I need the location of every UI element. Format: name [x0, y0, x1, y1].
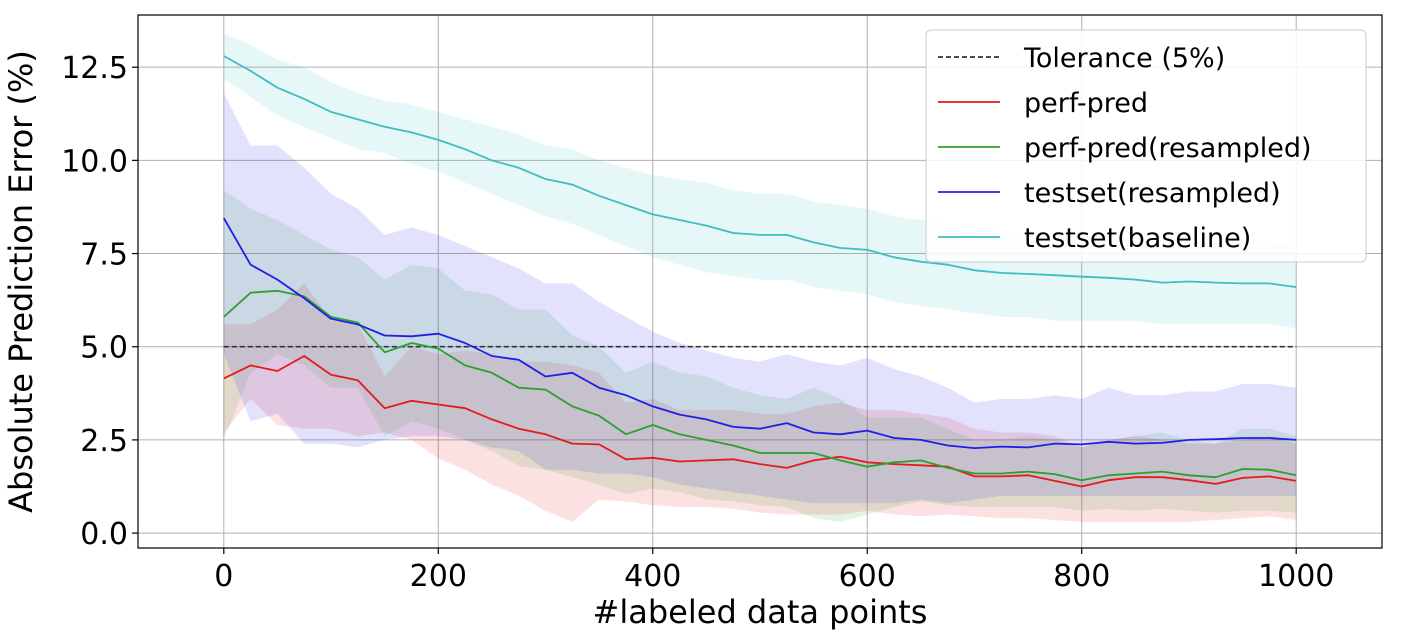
- series-line-testset-baseline: [223, 55, 1297, 288]
- legend-label-perf-pred-resampled: perf-pred(resampled): [1024, 133, 1312, 164]
- legend: Tolerance (5%) perf-pred perf-pred(resampl…: [925, 29, 1367, 263]
- y-tick-label: 10.0: [61, 144, 128, 179]
- x-tick-label: 0: [214, 559, 233, 594]
- legend-label-tolerance-5: Tolerance (5%): [1023, 43, 1225, 74]
- y-tick-label: 0.0: [80, 517, 128, 552]
- y-tick-label: 5.0: [80, 331, 128, 366]
- x-tick-label: 800: [1053, 559, 1110, 594]
- x-axis-label: #labeled data points: [593, 593, 928, 631]
- series-line-perf-pred: [223, 355, 1297, 488]
- legend-box: [925, 29, 1367, 263]
- y-tick-label: 12.5: [61, 51, 128, 86]
- legend-label-testset-baseline: testset(baseline): [1024, 223, 1251, 254]
- band-testset-resampled: [223, 93, 1297, 504]
- series-line-testset-resampled: [223, 217, 1297, 450]
- x-tick-label: 400: [624, 559, 681, 594]
- x-tick-label: 600: [839, 559, 896, 594]
- axis-ticks: 0 200 400 600 800 1000 0.0 2.5 5.0 7.5 10.0 12.5: [61, 51, 1334, 594]
- y-tick-label: 7.5: [80, 238, 128, 273]
- series-lines: [223, 55, 1297, 488]
- x-tick-label: 200: [410, 559, 467, 594]
- x-tick-label: 1000: [1258, 559, 1334, 594]
- series-line-perf-pred-resampled: [223, 289, 1297, 482]
- band-perf-pred-resampled: [223, 190, 1297, 522]
- plot-frame: [137, 14, 1383, 549]
- legend-label-testset-resampled: testset(resampled): [1024, 178, 1281, 209]
- y-axis-label: Absolute Prediction Error (%): [2, 50, 40, 513]
- band-perf-pred: [223, 283, 1297, 522]
- legend-label-perf-pred: perf-pred: [1024, 88, 1148, 119]
- y-tick-label: 2.5: [80, 424, 128, 459]
